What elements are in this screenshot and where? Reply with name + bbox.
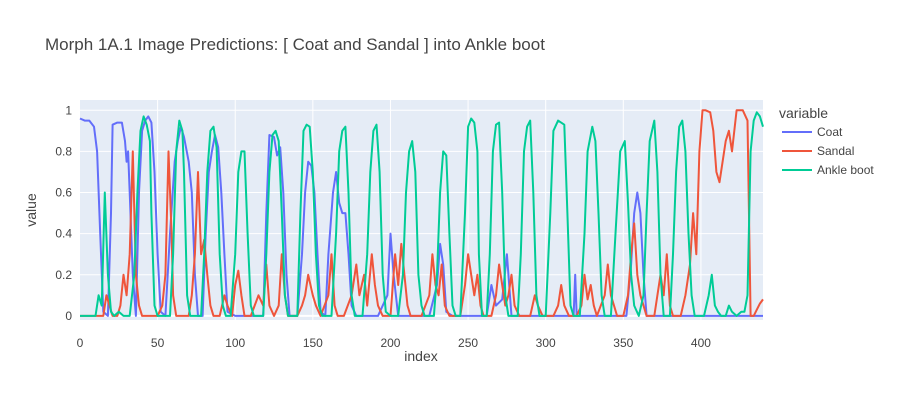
- y-tick-label: 1: [65, 103, 72, 117]
- legend-item[interactable]: Coat: [782, 125, 843, 139]
- x-tick-label: 300: [536, 336, 556, 350]
- y-tick-label: 0.6: [55, 186, 72, 200]
- x-tick-label: 0: [77, 336, 84, 350]
- x-tick-label: 150: [303, 336, 323, 350]
- x-tick-label: 350: [613, 336, 633, 350]
- legend-item[interactable]: Ankle boot: [782, 163, 874, 177]
- series-line-ankle-boot[interactable]: [80, 111, 764, 317]
- y-axis-title: value: [23, 193, 39, 227]
- y-tick-label: 0.4: [55, 227, 72, 241]
- x-tick-label: 50: [151, 336, 165, 350]
- y-tick-labels: 0 0.2 0.4 0.6 0.8 1: [55, 103, 72, 323]
- x-tick-labels: 0 50 100 150 200 250 300 350 400: [77, 336, 712, 350]
- y-tick-label: 0.8: [55, 144, 72, 158]
- x-tick-label: 250: [458, 336, 478, 350]
- y-tick-label: 0: [65, 309, 72, 323]
- x-tick-label: 200: [380, 336, 400, 350]
- legend-label: Coat: [817, 125, 843, 139]
- x-axis-title: index: [404, 348, 437, 364]
- x-tick-label: 400: [691, 336, 711, 350]
- x-tick-label: 100: [225, 336, 245, 350]
- legend: variable Coat Sandal Ankle boot: [779, 105, 874, 177]
- chart-title: Morph 1A.1 Image Predictions: [ Coat and…: [45, 35, 545, 54]
- legend-label: Ankle boot: [817, 163, 874, 177]
- legend-label: Sandal: [817, 144, 854, 158]
- legend-title: variable: [779, 105, 828, 121]
- y-tick-label: 0.2: [55, 268, 72, 282]
- series-lines: [79, 109, 764, 317]
- plot-area[interactable]: [80, 100, 763, 320]
- legend-item[interactable]: Sandal: [782, 144, 854, 158]
